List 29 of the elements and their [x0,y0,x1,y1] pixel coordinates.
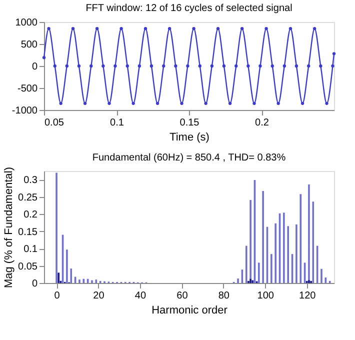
y-tick-label: 0.1 [24,244,38,256]
x-tick-label: 20 [93,290,105,302]
y-tick-label: 0.2 [24,210,38,221]
x-tick-label: 0.2 [255,118,270,128]
y-tick-label: 0 [32,62,38,72]
y-tick-label: 500 [20,40,38,50]
x-axis-title: Time (s) [170,132,210,144]
y-axis-title: Mag (% of Fundamental) [3,166,16,288]
x-tick-label: 100 [257,290,274,302]
x-tick-label: 60 [176,290,188,302]
x-axis-title: Harmonic order [152,304,228,316]
y-tick-label: 1000 [15,18,38,28]
x-tick-label: 0.05 [44,118,64,128]
y-tick-label: 0.25 [18,192,38,204]
y-tick-label: 0.15 [18,226,38,238]
line-series [42,27,336,105]
y-tick-label: 0.3 [24,175,38,186]
x-tick-label: 0.15 [180,118,200,128]
chart-title: Fundamental (60Hz) = 850.4 , THD= 0.83% [92,152,286,164]
x-tick-label: 0 [54,290,60,302]
x-tick-label: 40 [134,290,146,302]
y-tick-label: -500 [17,84,38,94]
x-tick-label: 120 [299,290,316,302]
x-tick-label: 80 [218,290,230,302]
y-tick-label: 0 [32,278,38,290]
y-tick-label: 0.05 [18,261,38,272]
chart-title: FFT window: 12 of 16 cycles of selected signal [86,3,292,14]
y-tick-label: -1000 [12,106,38,116]
x-tick-label: 0.1 [110,118,124,128]
